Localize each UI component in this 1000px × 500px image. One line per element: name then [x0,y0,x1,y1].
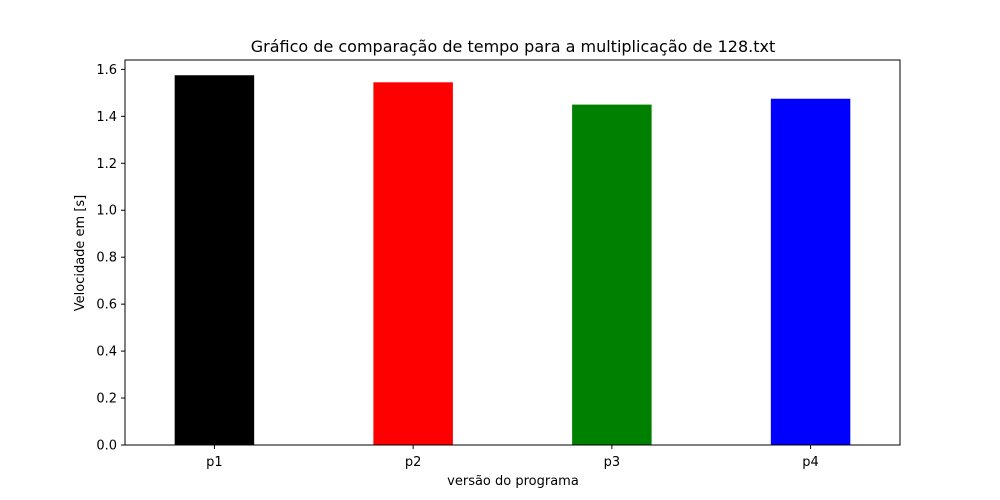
y-tick-label: 1.6 [96,63,117,78]
y-tick-label: 1.0 [96,204,117,219]
x-tick-label: p3 [604,455,621,470]
x-tick-label: p2 [405,455,422,470]
x-axis: p1 p2 p3 p4 [206,445,819,470]
x-axis-label: versão do programa [447,474,579,489]
y-tick-label: 1.2 [96,157,117,172]
bars-group [174,75,851,446]
bar-p2 [373,82,453,446]
bar-p3 [572,104,652,445]
y-tick-label: 1.4 [96,110,117,125]
x-tick-label: p1 [206,455,223,470]
bar-p4 [770,98,851,446]
y-axis-label: Velocidade em [s] [73,195,88,312]
y-tick-label: 0.0 [96,439,117,454]
chart-title: Gráfico de comparação de tempo para a mu… [251,37,776,56]
x-tick-label: p4 [802,455,819,470]
y-axis: 0.0 0.2 0.4 0.6 0.8 1.0 1.2 1.4 1.6 [96,63,125,454]
y-tick-label: 0.8 [96,251,117,266]
y-tick-label: 0.2 [96,392,117,407]
plot-frame [124,59,901,446]
bar-p1 [174,75,255,445]
y-tick-label: 0.6 [96,298,117,313]
y-tick-label: 0.4 [96,345,117,360]
